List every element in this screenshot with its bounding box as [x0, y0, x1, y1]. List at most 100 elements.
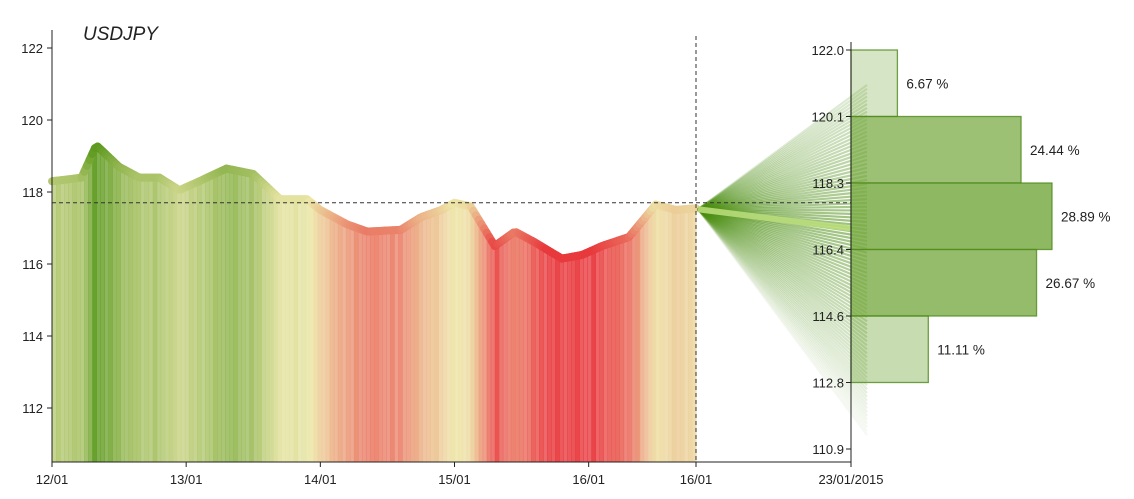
- history-band: [631, 231, 637, 462]
- history-band: [382, 230, 387, 462]
- history-band: [136, 177, 142, 463]
- fan-path: [697, 208, 868, 355]
- fan-path: [697, 95, 868, 211]
- y-tick-label: 122: [21, 41, 43, 56]
- fan-path: [697, 208, 868, 250]
- history-band: [249, 173, 254, 462]
- fan-path: [697, 208, 868, 413]
- history-band: [229, 169, 234, 463]
- history-band: [687, 208, 693, 462]
- fan-path: [697, 99, 868, 211]
- history-band: [579, 255, 584, 462]
- history-band: [667, 208, 673, 462]
- history-band: [200, 179, 206, 463]
- x-tick-label: 16/01: [572, 472, 605, 487]
- history-band: [398, 229, 403, 462]
- history-band: [671, 209, 677, 462]
- history-band: [555, 255, 560, 462]
- history-band: [277, 198, 283, 462]
- history-band: [88, 158, 93, 462]
- history-band: [679, 209, 685, 462]
- forecast-fan: [697, 84, 868, 436]
- y-tick-label: 116: [22, 257, 43, 272]
- history-band: [341, 222, 347, 462]
- fan-path: [697, 208, 868, 306]
- history-band: [478, 222, 484, 462]
- history-band: [225, 168, 230, 463]
- history-band: [72, 178, 77, 462]
- fan-path: [697, 118, 868, 211]
- history-band: [321, 211, 327, 462]
- fan-path: [697, 208, 868, 254]
- chart-title: USDJPY: [83, 24, 159, 45]
- history-band: [128, 172, 134, 463]
- fan-path: [697, 208, 868, 410]
- fan-path: [697, 208, 868, 331]
- history-band: [68, 179, 73, 462]
- history-band: [530, 241, 536, 462]
- fan-path: [697, 154, 868, 211]
- fan-path: [697, 126, 868, 211]
- history-price-line: [48, 142, 700, 263]
- history-band: [474, 216, 480, 462]
- forecast-y-tick-label: 118.3: [812, 176, 844, 191]
- fan-path: [697, 178, 868, 211]
- x-tick-label: 15/01: [438, 472, 471, 487]
- history-band: [611, 242, 617, 462]
- forecast-bar: [850, 315, 929, 384]
- history-band: [221, 170, 226, 463]
- fan-path: [697, 208, 868, 429]
- history-band: [152, 177, 158, 462]
- fan-path: [697, 208, 868, 387]
- history-band: [526, 239, 532, 462]
- history-band: [257, 179, 262, 463]
- history-band: [543, 248, 548, 462]
- history-band: [84, 167, 89, 463]
- fan-path: [697, 162, 868, 211]
- history-band: [285, 199, 291, 462]
- history-band: [374, 231, 379, 462]
- fan-path: [697, 208, 868, 335]
- forecast-bar: [850, 182, 1053, 251]
- history-band: [297, 199, 303, 462]
- history-band: [502, 238, 508, 462]
- fan-path: [697, 208, 868, 315]
- history-band: [100, 150, 105, 463]
- y-tick-label: 120: [21, 113, 43, 128]
- fan-median-path: [697, 206, 852, 232]
- history-band: [595, 248, 601, 462]
- fan-path: [697, 208, 868, 302]
- fan-path: [697, 208, 868, 298]
- history-band: [329, 216, 335, 462]
- fan-path: [697, 208, 868, 294]
- history-band: [627, 236, 633, 462]
- fan-path: [697, 208, 868, 375]
- history-band: [539, 246, 544, 462]
- history-band: [623, 238, 629, 462]
- y-tick-label: 114: [22, 329, 43, 344]
- fan-path: [697, 208, 868, 432]
- fan-path: [697, 110, 868, 211]
- history-band: [559, 258, 564, 462]
- history-band: [168, 184, 174, 463]
- fan-path: [697, 106, 868, 211]
- history-band: [369, 231, 375, 462]
- history-band: [305, 199, 311, 463]
- history-band: [410, 222, 415, 462]
- forecast-bar: [850, 49, 899, 118]
- history-band: [349, 226, 355, 462]
- history-band: [442, 208, 448, 462]
- fan-path: [697, 208, 868, 421]
- fan-path: [697, 114, 868, 211]
- fan-path: [697, 208, 868, 417]
- fan-path: [697, 208, 868, 262]
- history-band: [639, 221, 645, 462]
- history-band: [603, 244, 609, 462]
- history-band: [547, 250, 552, 462]
- history-band: [204, 177, 210, 463]
- fan-path: [697, 201, 868, 211]
- history-band: [607, 243, 613, 462]
- history-band: [535, 243, 540, 462]
- fan-path: [697, 122, 868, 211]
- history-band: [237, 171, 242, 463]
